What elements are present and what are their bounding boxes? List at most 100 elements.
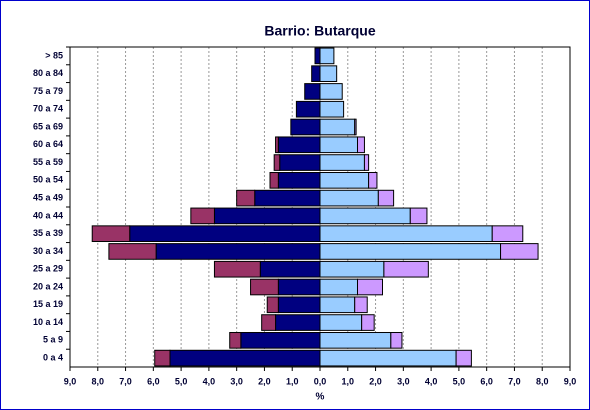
y-tick-label: 65 a 69 [33, 121, 63, 131]
bar [314, 47, 321, 65]
bar [319, 332, 392, 349]
x-tick-label: 3,0 [397, 376, 410, 386]
bar [261, 314, 277, 331]
y-tick-label: 25 a 29 [33, 264, 63, 274]
bar [319, 260, 385, 278]
bar [500, 243, 539, 260]
bar [229, 332, 242, 349]
bar [169, 349, 321, 367]
bar [277, 296, 321, 314]
bar [354, 296, 368, 314]
x-tick-label: 8,0 [536, 376, 549, 386]
bar [319, 225, 493, 242]
x-tick-label: 9,0 [564, 376, 577, 386]
x-tick-label: 2,0 [369, 376, 382, 386]
bar [354, 118, 357, 136]
bar [319, 314, 363, 331]
bar [455, 349, 472, 367]
x-tick-label: 7,0 [508, 376, 521, 386]
bar [277, 278, 321, 296]
bar [240, 332, 321, 349]
bar [409, 207, 428, 225]
bar [361, 314, 375, 331]
bar [319, 278, 358, 296]
chart-title: Barrio: Butarque [264, 23, 375, 39]
bar [154, 349, 171, 367]
bar [377, 189, 395, 207]
x-tick-label: 4,0 [425, 376, 438, 386]
y-tick-label: 80 a 84 [33, 68, 63, 78]
y-tick-label: 50 a 54 [33, 175, 63, 185]
bar [91, 225, 131, 242]
bar [357, 278, 383, 296]
bar [319, 47, 335, 65]
y-tick-label: > 85 [45, 50, 63, 60]
bar [363, 154, 370, 171]
y-tick-label: 40 a 44 [33, 210, 63, 220]
bar [319, 83, 343, 100]
y-tick-label: 60 a 64 [33, 139, 63, 149]
y-tick-label: 20 a 24 [33, 281, 63, 291]
bar [319, 136, 358, 154]
bar [273, 154, 281, 171]
bar [108, 243, 157, 260]
bar [254, 189, 321, 207]
x-tick-label: 2,0 [258, 376, 271, 386]
x-tick-label: 8,0 [92, 376, 105, 386]
bar [290, 118, 321, 136]
bar [295, 100, 321, 118]
y-tick-label: 35 a 39 [33, 228, 63, 238]
bar [250, 278, 279, 296]
bar [236, 189, 256, 207]
x-tick-label: 3,0 [230, 376, 243, 386]
bar [390, 332, 403, 349]
y-tick-label: 55 a 59 [33, 157, 63, 167]
y-tick-label: 10 a 14 [33, 317, 63, 327]
bar [275, 136, 279, 154]
bar [155, 243, 321, 260]
bar [319, 100, 345, 118]
bar [357, 136, 365, 154]
bar [304, 83, 321, 100]
bar [213, 260, 261, 278]
x-tick-label: 1,0 [342, 376, 355, 386]
bar [383, 260, 429, 278]
bar [319, 296, 356, 314]
x-axis-label: % [316, 392, 325, 403]
bar [269, 172, 279, 189]
bar [319, 349, 457, 367]
y-tick-label: 30 a 34 [33, 246, 63, 256]
plot-border [69, 46, 571, 368]
x-tick-label: 4,0 [203, 376, 216, 386]
x-tick-label: 6,0 [480, 376, 493, 386]
x-tick-label: 9,0 [64, 376, 77, 386]
x-tick-label: 1,0 [286, 376, 299, 386]
x-tick-label: 5,0 [175, 376, 188, 386]
bar [266, 296, 279, 314]
y-tick-label: 70 a 74 [33, 104, 63, 114]
bar [491, 225, 524, 242]
bar [319, 65, 338, 82]
bar [259, 260, 321, 278]
bar [277, 136, 321, 154]
bar [319, 118, 356, 136]
bar [277, 172, 321, 189]
bar [129, 225, 321, 242]
bar [279, 154, 321, 171]
bar [319, 154, 365, 171]
y-tick-label: 75 a 79 [33, 86, 63, 96]
x-tick-label: 7,0 [119, 376, 132, 386]
y-tick-label: 0 a 4 [43, 352, 63, 362]
bar [319, 243, 502, 260]
bar [190, 207, 215, 225]
bar [368, 172, 378, 189]
bar [311, 65, 321, 82]
x-tick-label: 0,0 [314, 376, 327, 386]
y-tick-label: 45 a 49 [33, 192, 63, 202]
bar [319, 189, 379, 207]
y-tick-label: 15 a 19 [33, 299, 63, 309]
bar [213, 207, 321, 225]
x-tick-label: 6,0 [147, 376, 160, 386]
